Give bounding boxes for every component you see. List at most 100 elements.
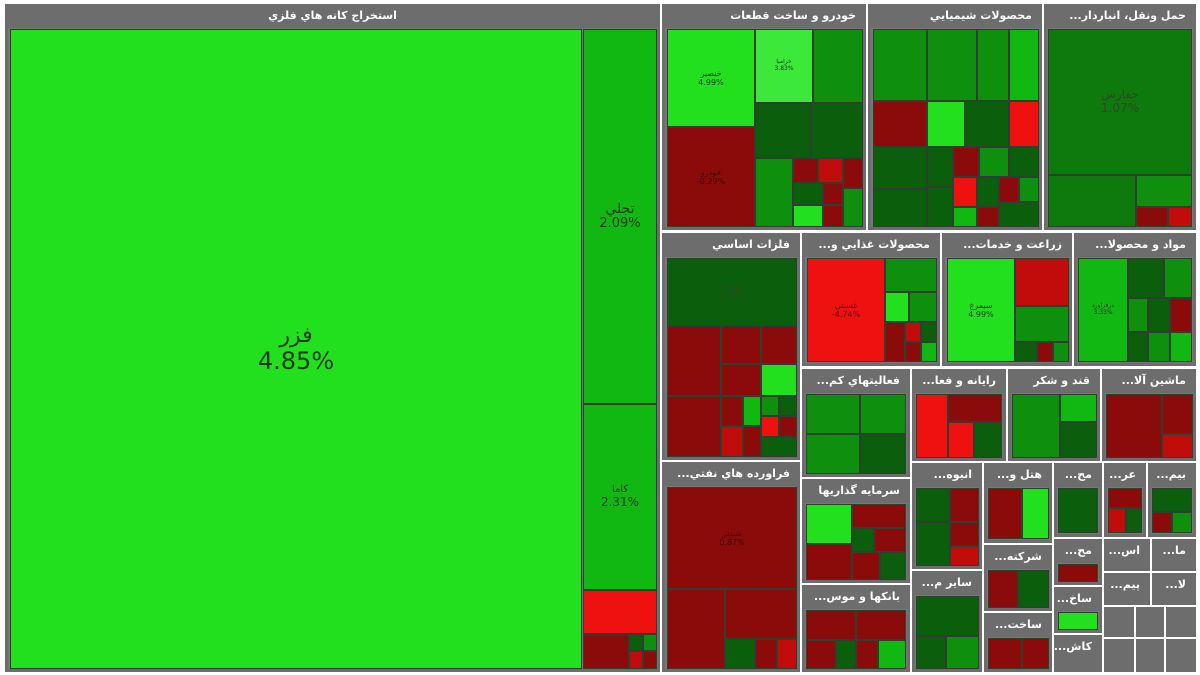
tile[interactable] (1108, 488, 1142, 508)
tile[interactable] (873, 189, 927, 227)
tile[interactable] (927, 101, 965, 147)
tile[interactable] (721, 326, 761, 364)
tile[interactable] (836, 640, 856, 669)
tile[interactable] (1019, 177, 1039, 202)
tile[interactable] (999, 202, 1039, 227)
tile[interactable] (1009, 147, 1039, 177)
tile[interactable] (948, 422, 974, 458)
tile[interactable] (1162, 394, 1193, 434)
sector-mini[interactable] (1136, 639, 1164, 672)
tile[interactable] (823, 183, 843, 205)
tile[interactable] (1152, 512, 1172, 533)
sector-materials[interactable]: مواد و محصولا... درفراورد 3.33% (1074, 233, 1196, 366)
tile-tajli[interactable]: تجلي 2.09% (583, 29, 657, 404)
tile-hafars[interactable]: حفارس 1.07% (1048, 29, 1192, 175)
tile[interactable] (1152, 488, 1192, 512)
tile[interactable] (1022, 488, 1049, 539)
sector-activities[interactable]: فعاليتهاي کم... (802, 369, 910, 477)
tile-fozar[interactable]: فزر 4.85% (10, 29, 582, 669)
sector-bim[interactable]: بيم... (1148, 463, 1196, 537)
tile[interactable] (1162, 434, 1193, 458)
tile[interactable] (755, 639, 777, 669)
tile[interactable] (1148, 332, 1170, 362)
tile[interactable]: خراميا 3.83% (755, 29, 813, 103)
tile[interactable] (873, 29, 927, 101)
tile-red-small[interactable] (583, 590, 657, 634)
tile[interactable] (813, 29, 863, 103)
tile[interactable] (1164, 258, 1192, 298)
tile-mini[interactable] (643, 651, 657, 669)
sector-mini[interactable] (1136, 607, 1164, 637)
tile[interactable] (873, 147, 927, 189)
tile[interactable] (988, 488, 1022, 539)
tile[interactable] (916, 488, 950, 522)
tile[interactable] (953, 207, 977, 227)
tile[interactable] (1170, 298, 1192, 332)
tile[interactable] (793, 183, 823, 205)
sector-basic-metals[interactable]: فلزات اساسي فولاد 0.57% (662, 233, 800, 460)
tile-kaama[interactable]: کاما 2.31% (583, 404, 657, 590)
tile[interactable] (779, 416, 797, 437)
tile[interactable] (725, 589, 797, 639)
sector-as[interactable]: اس... (1104, 539, 1150, 571)
tile[interactable] (979, 147, 1009, 177)
tile[interactable] (953, 177, 977, 207)
tile[interactable] (948, 394, 1002, 422)
tile[interactable] (916, 636, 946, 669)
tile[interactable] (806, 434, 860, 474)
tile[interactable] (977, 177, 999, 207)
tile[interactable] (1022, 638, 1049, 669)
tile[interactable] (927, 187, 953, 227)
tile[interactable] (667, 589, 725, 669)
tile[interactable] (721, 396, 743, 426)
sector-mini[interactable] (1166, 607, 1196, 637)
tile[interactable] (1012, 394, 1060, 458)
sector-ma[interactable]: ما... (1152, 539, 1196, 571)
sector-metal-ores[interactable]: استخراج کانه هاي فلزي فزر 4.85% تجلي 2.0… (5, 4, 660, 672)
sector-mah2[interactable]: مح... (1054, 539, 1102, 585)
tile[interactable] (1106, 394, 1162, 458)
tile[interactable] (1058, 564, 1098, 582)
tile[interactable] (852, 528, 874, 552)
tile[interactable] (880, 552, 906, 580)
tile[interactable] (916, 394, 948, 458)
tile[interactable] (761, 396, 779, 416)
sector-investment[interactable]: سرمايه گذاريها (802, 479, 910, 583)
tile-mini[interactable] (643, 634, 657, 651)
tile[interactable] (1148, 298, 1170, 332)
tile-mini[interactable] (583, 634, 629, 669)
tile[interactable] (988, 638, 1022, 669)
sector-chemical[interactable]: محصولات شيميايي (868, 4, 1042, 230)
tile[interactable] (885, 258, 937, 292)
sector-other[interactable]: ساير م... (912, 571, 982, 672)
tile[interactable] (950, 488, 979, 522)
tile[interactable] (921, 342, 937, 362)
tile[interactable] (806, 394, 860, 434)
tile[interactable] (860, 394, 906, 434)
tile[interactable] (806, 640, 836, 669)
tile[interactable] (777, 639, 797, 669)
tile[interactable] (873, 101, 927, 147)
tile[interactable] (793, 158, 818, 183)
tile[interactable] (1126, 508, 1142, 533)
tile[interactable] (1128, 258, 1164, 298)
tile[interactable] (878, 640, 906, 669)
tile[interactable] (755, 158, 793, 227)
tile[interactable] (950, 546, 979, 566)
tile[interactable] (1128, 332, 1148, 362)
tile[interactable] (988, 570, 1018, 608)
tile[interactable] (1128, 298, 1148, 332)
sector-petroleum[interactable]: فراورده هاي نفتي... شبندر 0.87% (662, 462, 800, 672)
tile[interactable] (874, 528, 906, 552)
tile[interactable] (823, 205, 843, 227)
tile[interactable] (1037, 342, 1053, 362)
sector-transport[interactable]: حمل ونقل، انباردار... حفارس 1.07% (1044, 4, 1196, 230)
tile[interactable] (927, 29, 977, 101)
tile[interactable] (921, 322, 937, 342)
tile[interactable] (1053, 342, 1069, 362)
tile[interactable] (1058, 612, 1098, 630)
tile[interactable] (1136, 207, 1168, 227)
tile[interactable] (793, 205, 823, 227)
sector-banks[interactable]: بانکها و موس... (802, 585, 910, 672)
sector-mini[interactable] (1104, 639, 1134, 672)
